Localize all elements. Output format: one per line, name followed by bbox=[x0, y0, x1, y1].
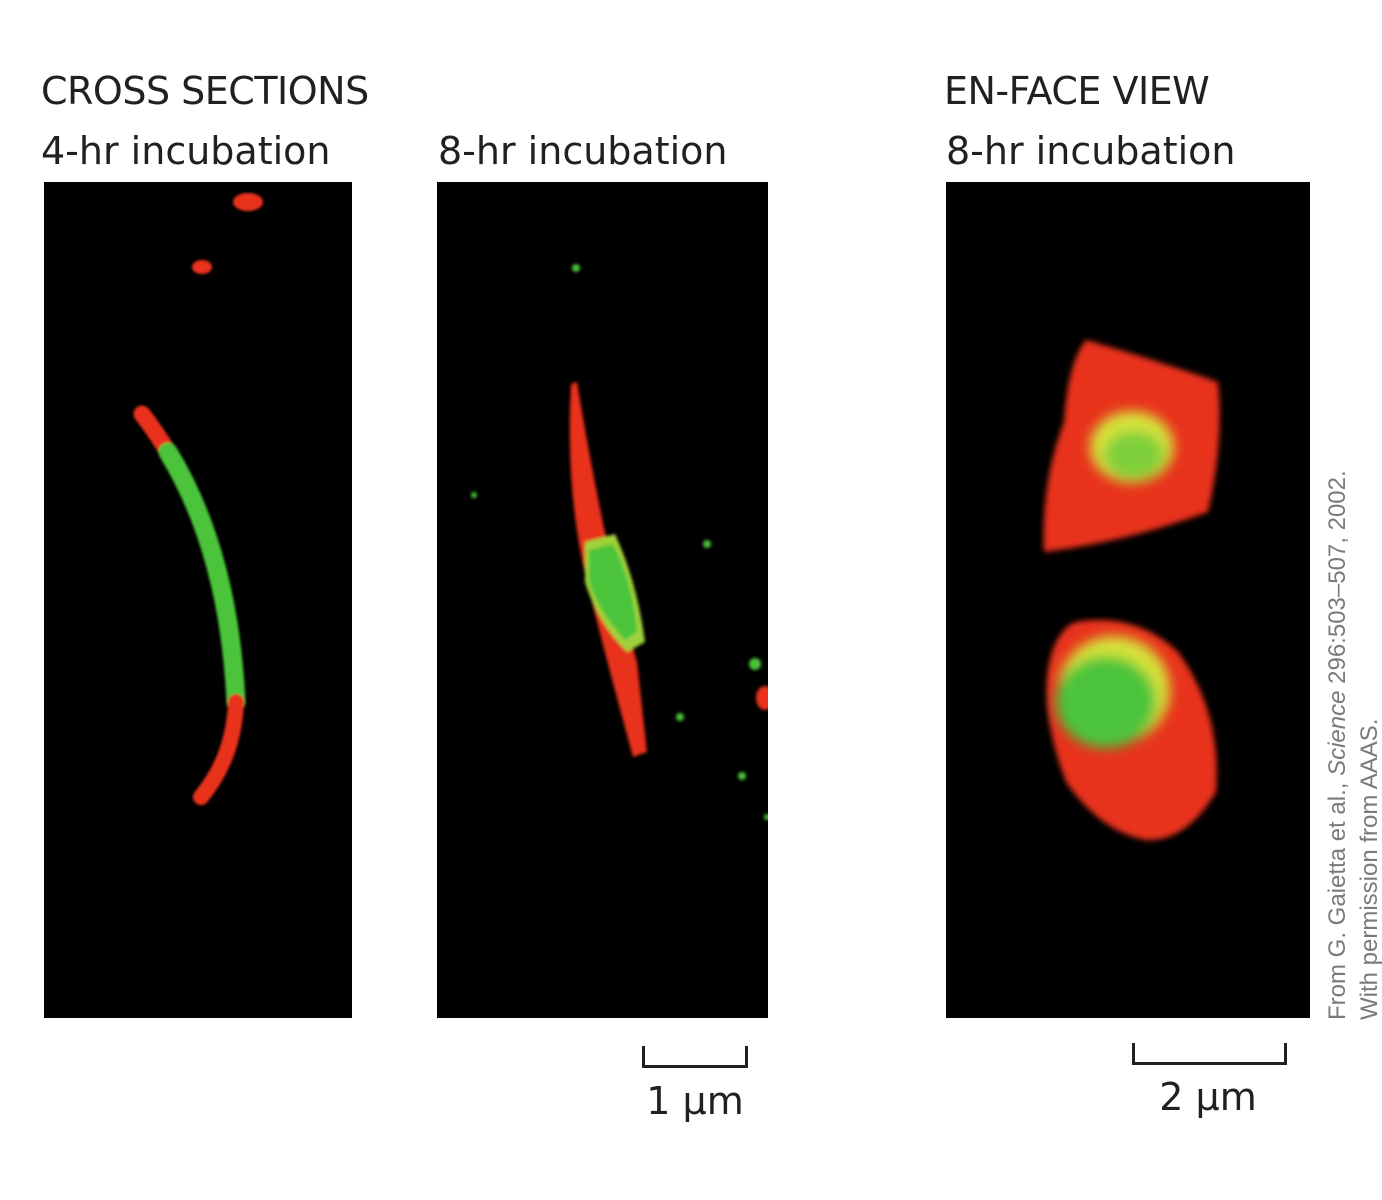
credit-line-2: With permission from AAAS. bbox=[1356, 718, 1382, 1020]
cross-section-4hr-micrograph bbox=[44, 182, 352, 1018]
panel-2-subtitle: 8-hr incubation bbox=[438, 129, 728, 173]
image-credit: From G. Gaietta et al., Science 296:503–… bbox=[1322, 470, 1382, 1020]
cross-sections-heading: CROSS SECTIONS bbox=[41, 69, 369, 113]
en-face-view-heading: EN-FACE VIEW bbox=[944, 69, 1210, 113]
panel-1-subtitle: 4-hr incubation bbox=[41, 129, 331, 173]
scale-bar-1um-label: 1 µm bbox=[646, 1079, 744, 1123]
panel-3-subtitle: 8-hr incubation bbox=[946, 129, 1236, 173]
credit-line-1: From G. Gaietta et al., Science 296:503–… bbox=[1324, 470, 1351, 1020]
scale-bar-2um-label: 2 µm bbox=[1159, 1075, 1257, 1119]
scale-bar-2um bbox=[1132, 1043, 1287, 1065]
scale-bar-1um bbox=[642, 1046, 748, 1068]
cross-section-8hr-micrograph bbox=[437, 182, 768, 1018]
en-face-8hr-micrograph bbox=[946, 182, 1310, 1018]
